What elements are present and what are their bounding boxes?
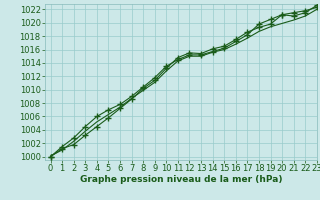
X-axis label: Graphe pression niveau de la mer (hPa): Graphe pression niveau de la mer (hPa)	[80, 175, 282, 184]
